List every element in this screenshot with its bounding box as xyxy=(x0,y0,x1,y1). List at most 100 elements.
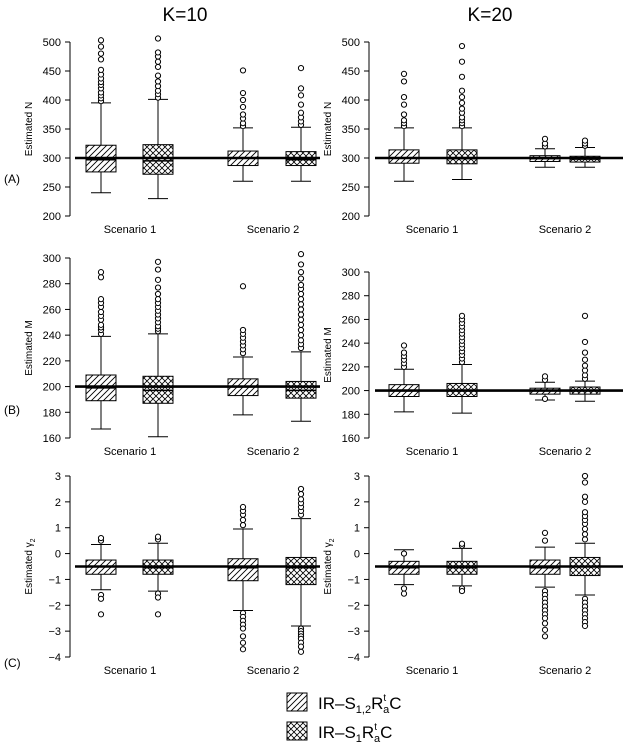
outlier-point xyxy=(297,290,305,298)
outlier-point xyxy=(581,472,589,480)
outlier-point xyxy=(297,92,305,99)
outlier-point xyxy=(97,308,105,316)
outlier-point xyxy=(239,103,247,111)
y-tick-label: 500 xyxy=(43,37,61,49)
y-tick-label: 350 xyxy=(342,124,360,136)
outlier-point xyxy=(239,633,247,640)
panel-4: 160 180 200 220 240 260 280 300 Estimated M Scena… xyxy=(323,267,623,458)
outlier-point xyxy=(154,594,162,601)
category-label: Scenario 1 xyxy=(406,446,459,458)
panel-1: 200 250 300 350 400 450 500 Estimated N Scenario… xyxy=(24,35,320,236)
category-label: Scenario 1 xyxy=(104,665,157,677)
outlier-point xyxy=(297,326,305,334)
outlier-point xyxy=(541,537,549,544)
y-tick-label: 180 xyxy=(43,407,61,419)
y-tick-label: 160 xyxy=(43,433,61,445)
row-label-a: (A) xyxy=(4,172,20,186)
outlier-point xyxy=(297,496,305,503)
outlier-point xyxy=(581,531,589,538)
outlier-point xyxy=(97,269,105,276)
category-label: Scenario 2 xyxy=(247,665,300,677)
row-label-c: (C) xyxy=(4,656,21,670)
outlier-point xyxy=(297,85,305,92)
outlier-point xyxy=(239,96,247,104)
outlier-point xyxy=(297,306,305,313)
outlier-point xyxy=(400,94,408,101)
outlier-point xyxy=(297,485,305,493)
category-label: Scenario 1 xyxy=(104,224,157,236)
outlier-point xyxy=(297,296,305,303)
y-tick-label: 280 xyxy=(342,291,360,303)
y-tick-label: −4 xyxy=(48,652,61,664)
y-tick-label: 250 xyxy=(342,182,360,194)
y-tick-label: 250 xyxy=(43,182,61,194)
y-tick-label: 3 xyxy=(55,471,61,483)
outlier-point xyxy=(458,94,466,101)
outlier-point xyxy=(154,266,162,273)
outlier-point xyxy=(239,326,247,334)
y-tick-label: 300 xyxy=(342,267,360,279)
category-label: Scenario 2 xyxy=(247,224,300,236)
outlier-point xyxy=(239,89,247,97)
outlier-point xyxy=(458,58,466,65)
outlier-point xyxy=(581,479,589,486)
outlier-point xyxy=(97,611,105,618)
outlier-point xyxy=(541,620,549,627)
outlier-point xyxy=(297,269,305,276)
y-tick-label: 3 xyxy=(354,471,360,483)
outlier-point xyxy=(297,316,305,323)
box-cross xyxy=(285,556,317,586)
y-axis-label: Estimated γ2 xyxy=(323,538,336,594)
outlier-point xyxy=(97,296,105,303)
y-tick-label: 240 xyxy=(342,338,360,350)
y-axis-label: Estimated M xyxy=(24,320,35,376)
outlier-point xyxy=(400,78,408,85)
y-tick-label: 0 xyxy=(55,549,61,561)
outlier-point xyxy=(297,321,305,328)
legend-swatch-cross xyxy=(286,721,308,741)
outlier-point xyxy=(458,540,466,547)
y-tick-label: −2 xyxy=(347,600,360,612)
y-tick-label: 260 xyxy=(342,314,360,326)
outlier-point xyxy=(400,550,408,557)
outlier-point xyxy=(458,42,466,50)
y-tick-label: 450 xyxy=(342,66,360,78)
panel-6: −4 −3 −2 −1 0 1 2 3 Estimated γ2 Scenario 1 Scenar… xyxy=(323,471,623,677)
outlier-point xyxy=(581,338,589,346)
outlier-point xyxy=(297,261,305,268)
y-tick-label: −3 xyxy=(347,626,360,638)
column-title-k20: K=20 xyxy=(468,5,513,26)
y-tick-label: 2 xyxy=(354,497,360,509)
y-tick-label: 240 xyxy=(43,330,61,342)
legend-label-1: IR–S1,2Rt aC xyxy=(318,693,402,716)
outlier-point xyxy=(297,648,305,655)
outlier-point xyxy=(239,283,247,290)
legend-swatch-hatch xyxy=(286,692,308,712)
outlier-point xyxy=(581,509,589,516)
y-tick-label: 280 xyxy=(43,279,61,291)
y-axis-label: Estimated γ2 xyxy=(24,538,37,594)
category-label: Scenario 1 xyxy=(406,224,459,236)
outlier-point xyxy=(297,101,305,108)
y-tick-label: 160 xyxy=(342,433,360,445)
category-label: Scenario 2 xyxy=(539,665,592,677)
outlier-point xyxy=(400,590,408,597)
y-tick-label: 200 xyxy=(43,382,61,394)
outlier-point xyxy=(154,258,162,265)
outlier-point xyxy=(154,533,162,540)
y-tick-label: 220 xyxy=(43,356,61,368)
y-tick-label: 300 xyxy=(342,153,360,165)
outlier-point xyxy=(581,349,589,356)
y-axis-label: Estimated N xyxy=(24,102,35,156)
outlier-point xyxy=(97,37,105,44)
outlier-point xyxy=(239,67,247,74)
outlier-point xyxy=(97,50,105,57)
outlier-point xyxy=(400,111,408,118)
outlier-point xyxy=(297,109,305,116)
outlier-point xyxy=(297,643,305,650)
outlier-point xyxy=(154,276,162,283)
outlier-point xyxy=(154,78,162,85)
y-tick-label: 260 xyxy=(43,304,61,316)
y-tick-label: 180 xyxy=(342,409,360,421)
outlier-point xyxy=(581,493,589,500)
